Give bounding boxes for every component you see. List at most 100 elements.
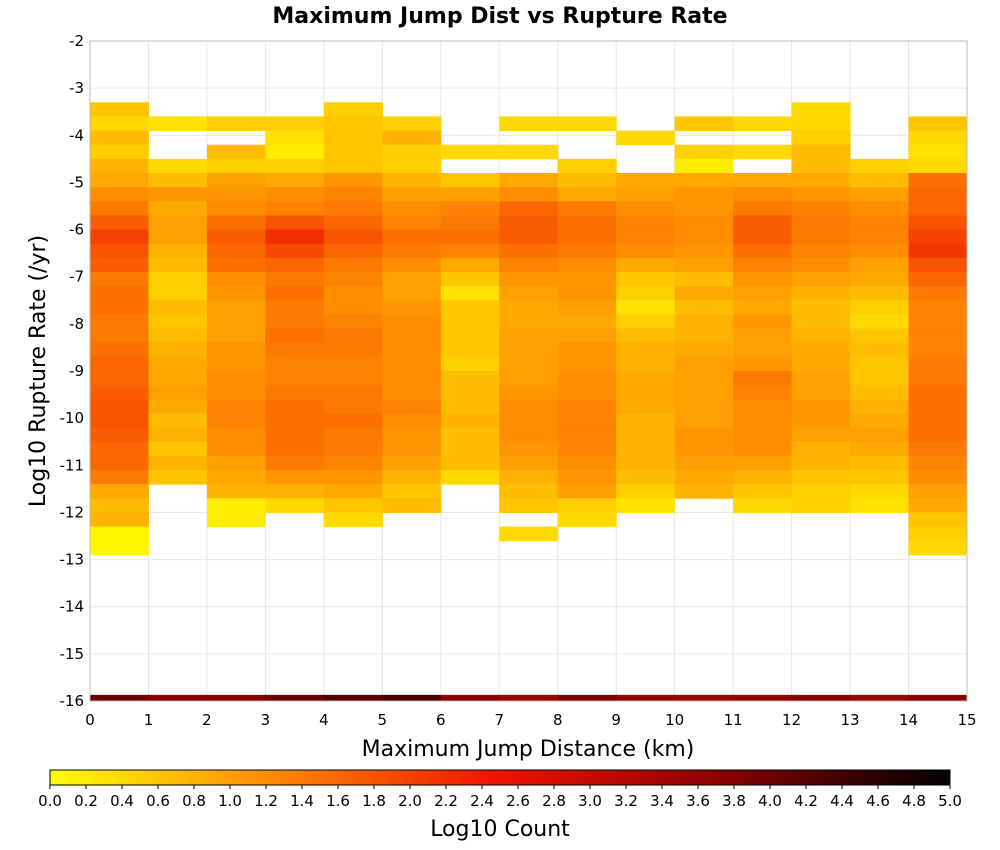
heatmap-cell bbox=[616, 356, 676, 372]
heatmap-cell bbox=[499, 187, 559, 202]
heatmap-cell bbox=[206, 116, 266, 132]
heatmap-cell bbox=[90, 272, 149, 287]
x-tick-label: 10 bbox=[665, 711, 684, 729]
heatmap-cell bbox=[674, 455, 734, 471]
heatmap-cell bbox=[616, 441, 676, 457]
heatmap-cell bbox=[265, 215, 325, 231]
heatmap-cell bbox=[499, 455, 559, 471]
heatmap-cell bbox=[908, 498, 968, 513]
colorbar-tick-label: 2.8 bbox=[542, 792, 566, 810]
heatmap-cell bbox=[908, 314, 968, 330]
heatmap-cell bbox=[557, 243, 617, 259]
heatmap-cell bbox=[499, 243, 559, 259]
heatmap-cell bbox=[148, 158, 208, 174]
heatmap-cell bbox=[616, 173, 676, 188]
colorbar-tick-label: 0.0 bbox=[38, 792, 62, 810]
heatmap-cell bbox=[733, 229, 793, 245]
heatmap-cell bbox=[908, 385, 968, 400]
heatmap-cell bbox=[323, 173, 383, 188]
heatmap-cell bbox=[382, 484, 442, 499]
heatmap-cell bbox=[323, 441, 383, 457]
heatmap-cell bbox=[206, 385, 266, 400]
heatmap-cell bbox=[908, 272, 968, 287]
heatmap-cell bbox=[323, 201, 383, 216]
heatmap-cell bbox=[557, 470, 617, 485]
heatmap-cell bbox=[791, 102, 851, 117]
heatmap-cell bbox=[908, 540, 968, 556]
heatmap-cell bbox=[382, 371, 442, 386]
heatmap-cell bbox=[382, 314, 442, 330]
heatmap-cell bbox=[733, 215, 793, 231]
heatmap-cell bbox=[674, 158, 734, 174]
heatmap-cell bbox=[440, 455, 500, 471]
heatmap-cell bbox=[908, 257, 968, 273]
heatmap-cell bbox=[206, 173, 266, 188]
heatmap-cell bbox=[382, 158, 442, 174]
heatmap-cell bbox=[440, 328, 500, 344]
heatmap-cell bbox=[791, 130, 851, 146]
heatmap-cell bbox=[90, 694, 149, 701]
heatmap-cell bbox=[850, 413, 910, 429]
heatmap-cell bbox=[440, 694, 500, 701]
heatmap-cell bbox=[616, 314, 676, 330]
heatmap-cell bbox=[206, 144, 266, 160]
x-tick-label: 1 bbox=[144, 711, 154, 729]
heatmap-cell bbox=[440, 385, 500, 400]
heatmap-cell bbox=[908, 130, 968, 146]
heatmap-cell bbox=[733, 342, 793, 358]
heatmap-cell bbox=[148, 342, 208, 358]
heatmap-cell bbox=[382, 173, 442, 188]
heatmap-cell bbox=[557, 229, 617, 245]
heatmap-cell bbox=[557, 328, 617, 344]
heatmap-cell bbox=[616, 399, 676, 414]
heatmap-cell bbox=[265, 484, 325, 499]
y-tick-label: -14 bbox=[60, 598, 85, 616]
heatmap-cell bbox=[850, 272, 910, 287]
heatmap-cell bbox=[499, 300, 559, 315]
heatmap-cell bbox=[499, 441, 559, 457]
heatmap-cell bbox=[791, 356, 851, 372]
heatmap-cell bbox=[265, 470, 325, 485]
heatmap-cell bbox=[440, 342, 500, 358]
heatmap-cell bbox=[382, 413, 442, 429]
y-tick-label: -11 bbox=[60, 456, 85, 474]
heatmap-cell bbox=[265, 694, 325, 701]
heatmap-cell bbox=[206, 229, 266, 245]
colorbar-tick-label: 1.2 bbox=[254, 792, 278, 810]
heatmap-cell bbox=[791, 243, 851, 259]
y-tick-label: -12 bbox=[60, 503, 85, 521]
heatmap-cell bbox=[499, 484, 559, 499]
heatmap-cell bbox=[323, 694, 383, 701]
heatmap-cell bbox=[148, 215, 208, 231]
heatmap-cell bbox=[908, 694, 968, 701]
heatmap-cell bbox=[499, 257, 559, 273]
heatmap-cell bbox=[382, 144, 442, 160]
heatmap-cell bbox=[616, 286, 676, 301]
heatmap-cell bbox=[440, 201, 500, 216]
heatmap-cell bbox=[908, 441, 968, 457]
heatmap-cell bbox=[265, 342, 325, 358]
heatmap-cell bbox=[499, 470, 559, 485]
x-tick-label: 7 bbox=[494, 711, 504, 729]
heatmap-cell bbox=[90, 215, 149, 231]
heatmap-cell bbox=[382, 201, 442, 216]
heatmap-cell bbox=[382, 470, 442, 485]
heatmap-cell bbox=[791, 484, 851, 499]
heatmap-cell bbox=[499, 694, 559, 701]
heatmap-cell bbox=[733, 455, 793, 471]
heatmap-cell bbox=[616, 272, 676, 287]
heatmap-cell bbox=[733, 201, 793, 216]
heatmap-cell bbox=[791, 441, 851, 457]
heatmap-cell bbox=[265, 187, 325, 202]
heatmap-cell bbox=[323, 512, 383, 528]
heatmap-cell bbox=[674, 694, 734, 701]
heatmap-cell bbox=[148, 187, 208, 202]
heatmap-cell bbox=[674, 399, 734, 414]
heatmap-cell bbox=[206, 371, 266, 386]
heatmap-cell bbox=[850, 470, 910, 485]
heatmap-cell bbox=[323, 130, 383, 146]
y-tick-label: -13 bbox=[60, 551, 85, 569]
heatmap-cell bbox=[791, 371, 851, 386]
heatmap-cell bbox=[206, 512, 266, 528]
heatmap-cell bbox=[265, 328, 325, 344]
